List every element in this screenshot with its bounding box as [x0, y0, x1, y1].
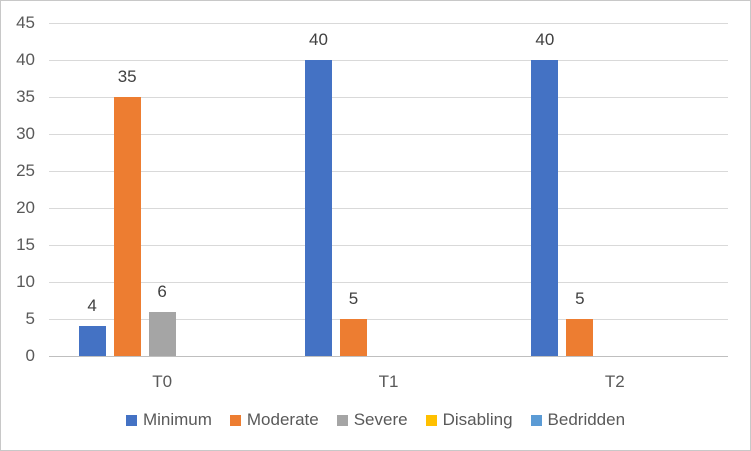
data-label-moderate-t2: 5 — [575, 289, 585, 308]
y-axis-tick-label: 15 — [16, 235, 35, 254]
legend-swatch-icon — [425, 414, 437, 426]
gridline — [49, 207, 728, 209]
y-axis-tick-label: 30 — [16, 124, 35, 143]
y-axis-tick-label: 0 — [25, 346, 35, 365]
x-axis-line — [49, 355, 728, 357]
gridline — [49, 59, 728, 61]
bar-moderate-t2 — [566, 319, 594, 356]
gridline — [49, 281, 728, 283]
legend-label: Moderate — [246, 410, 319, 429]
y-axis-tick-label: 25 — [16, 161, 35, 180]
legend-label: Bedridden — [547, 410, 626, 429]
data-label-severe-t0: 6 — [157, 281, 167, 301]
plot-area: 0 5 10 15 20 25 30 35 40 45 4 35 6 T0 40 5 T1 40 5 T2 — [16, 13, 728, 391]
y-axis-tick-label: 35 — [16, 87, 35, 106]
bar-minimum-t2 — [531, 60, 559, 356]
legend-label: Severe — [353, 410, 408, 429]
x-category-label-t0: T0 — [152, 372, 173, 391]
data-label-minimum-t0: 4 — [87, 296, 97, 316]
y-axis-tick-label: 20 — [16, 198, 35, 217]
legend-label: Disabling — [442, 410, 513, 429]
x-category-label-t1: T1 — [378, 372, 399, 391]
legend-item-minimum: Minimum — [125, 410, 212, 430]
legend-swatch-icon — [530, 414, 542, 426]
data-label-moderate-t1: 5 — [348, 289, 359, 308]
legend-item-disabling: Disabling — [425, 410, 513, 430]
bar-severe-t0 — [148, 311, 176, 356]
gridline — [49, 170, 728, 172]
gridline — [49, 244, 728, 246]
gridline — [49, 133, 728, 135]
legend-swatch-icon — [125, 414, 137, 426]
legend: Minimum Moderate Severe Disabling Bedridden — [1, 408, 750, 432]
gridline — [49, 96, 728, 98]
y-axis-tick-label: 40 — [16, 50, 35, 69]
legend-label: Minimum — [142, 410, 212, 429]
legend-item-severe: Severe — [336, 410, 408, 430]
data-label-moderate-t0: 35 — [117, 67, 137, 86]
legend-item-bedridden: Bedridden — [530, 410, 626, 430]
gridline — [49, 22, 728, 24]
y-axis-tick-label: 10 — [16, 272, 35, 291]
y-axis-tick-label: 45 — [16, 13, 35, 32]
bar-moderate-t0 — [113, 97, 141, 356]
legend-swatch-icon — [229, 414, 241, 426]
data-label-minimum-t2: 40 — [535, 30, 555, 49]
legend-swatch-icon — [336, 414, 348, 426]
bar-moderate-t1 — [340, 319, 367, 356]
y-axis-tick-label: 5 — [25, 309, 35, 328]
gridline — [49, 318, 728, 320]
x-category-label-t2: T2 — [604, 372, 625, 391]
legend-item-moderate: Moderate — [229, 410, 319, 430]
bar-minimum-t1 — [305, 60, 332, 356]
bar-minimum-t0 — [78, 326, 106, 356]
data-label-minimum-t1: 40 — [309, 30, 328, 49]
